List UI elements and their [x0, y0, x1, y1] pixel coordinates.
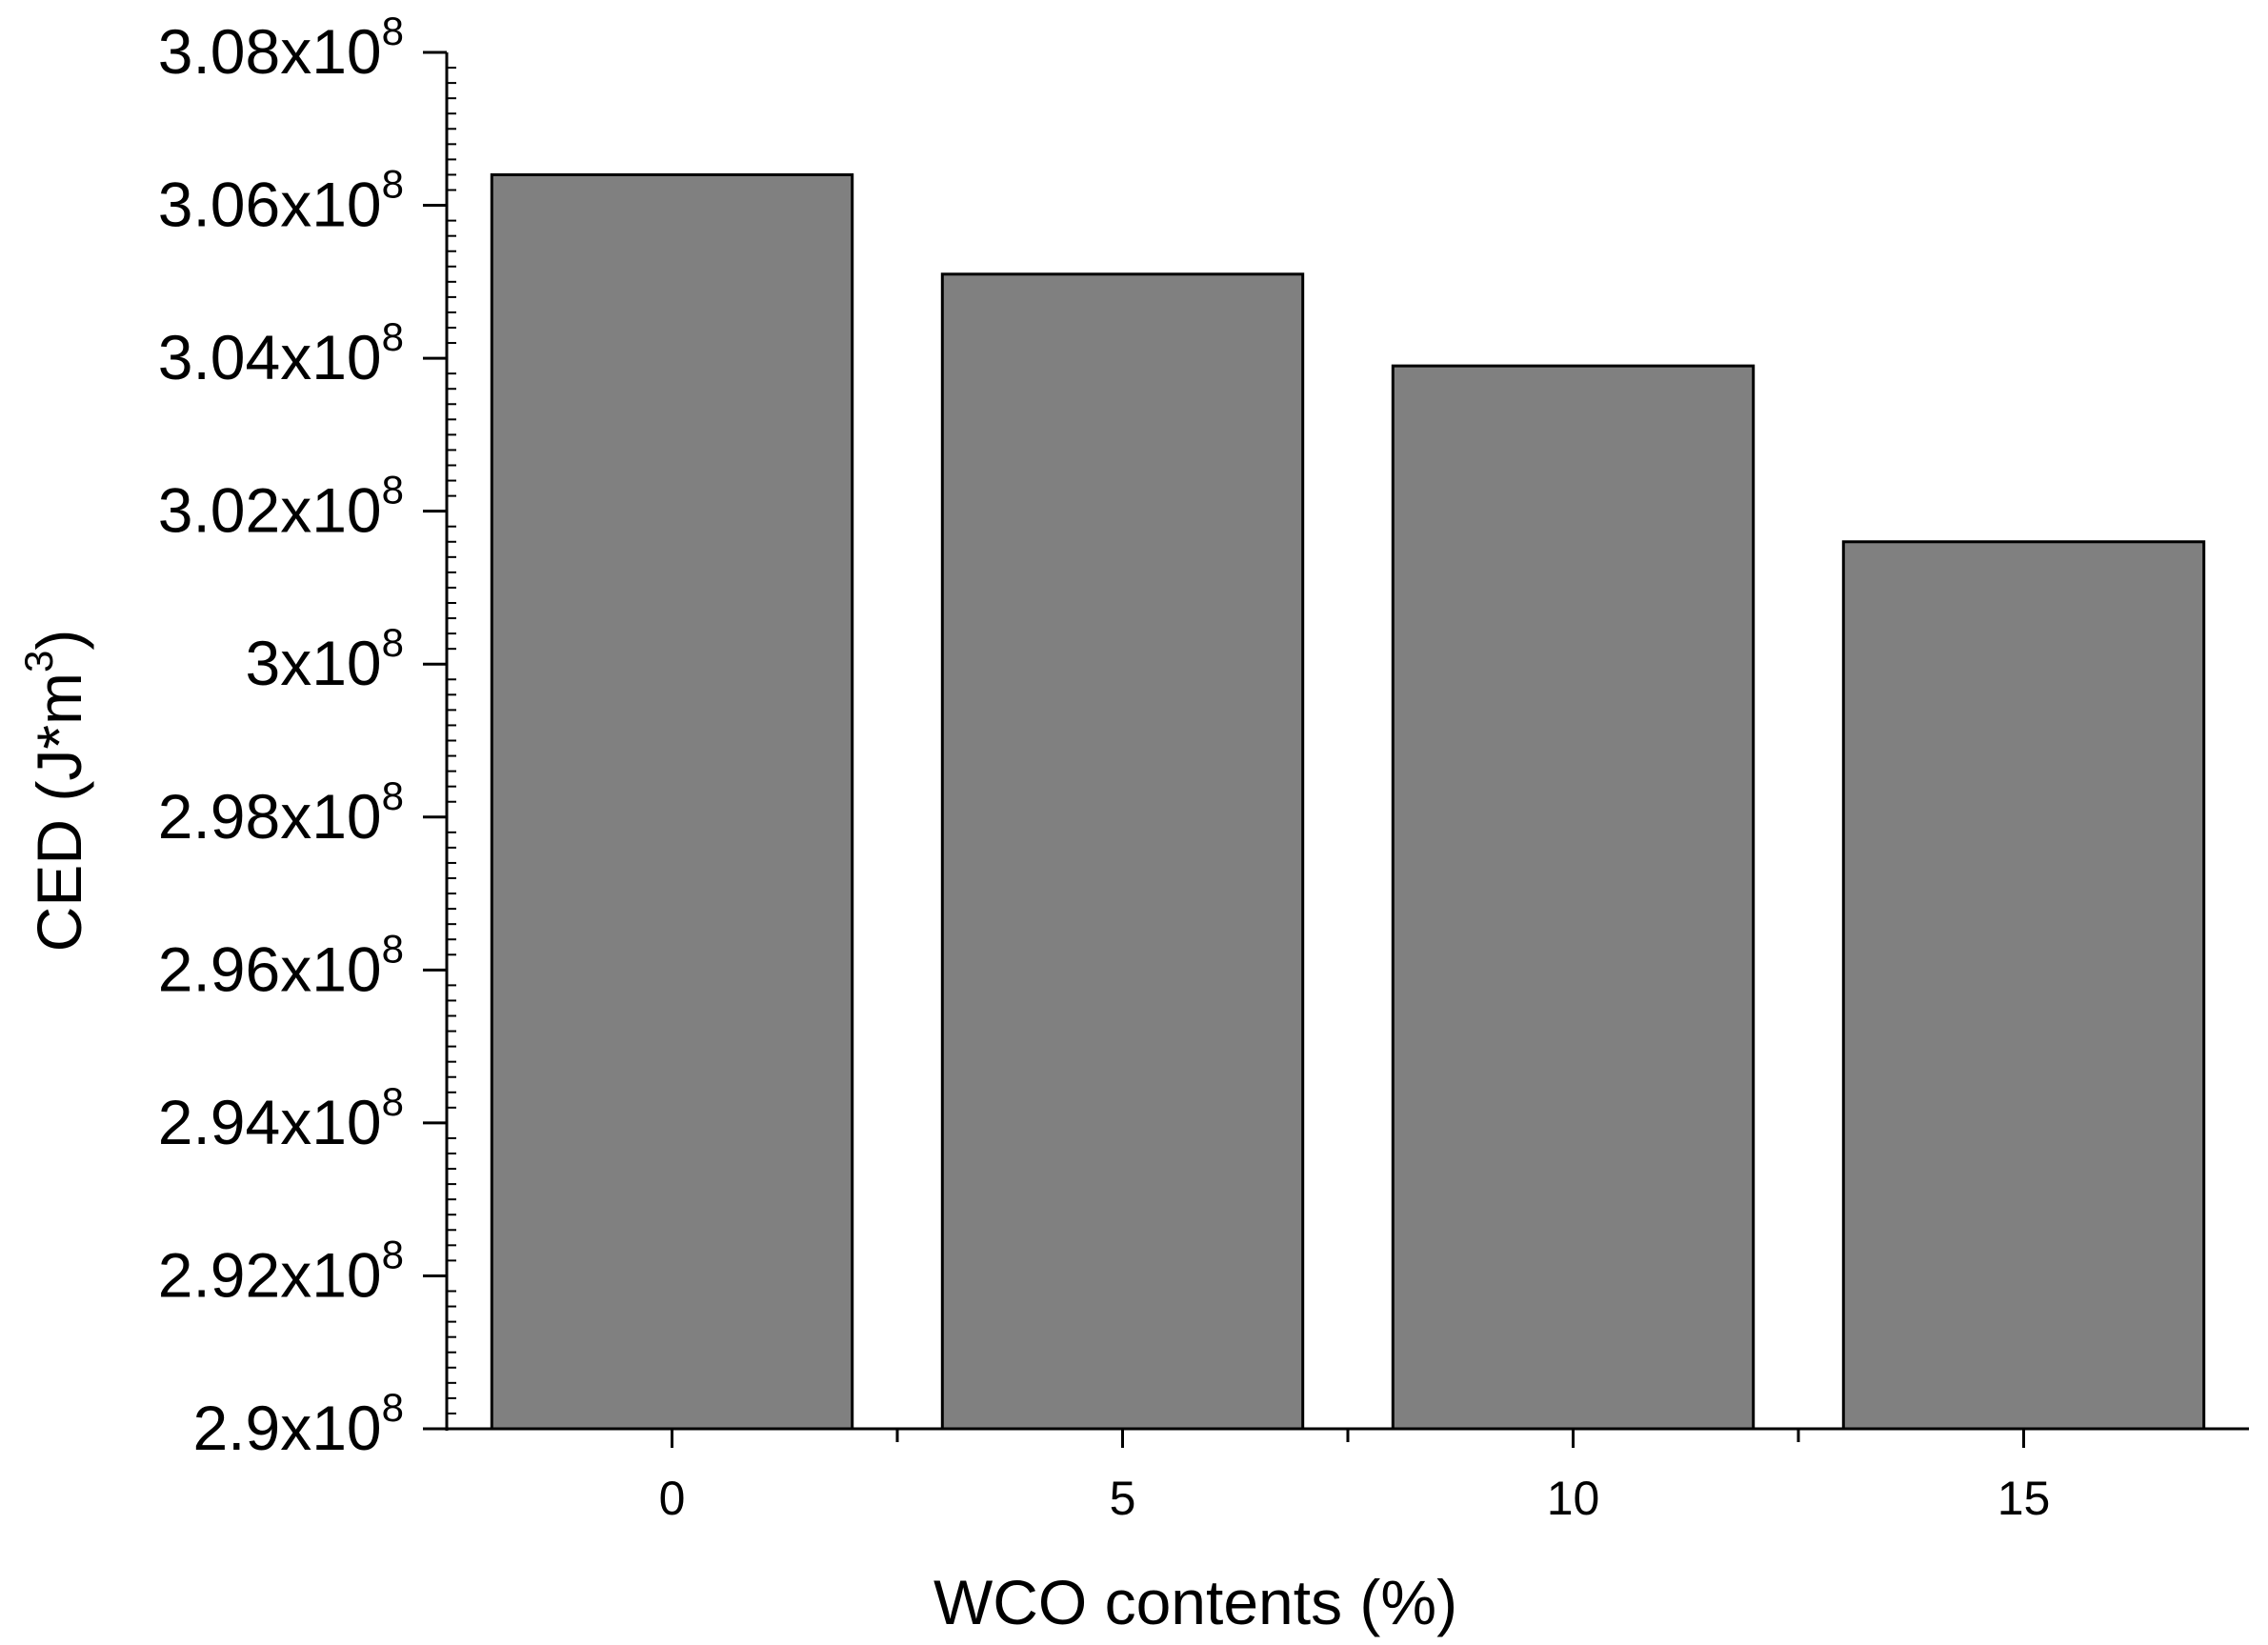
y-tick-label: 3.04x108 — [158, 314, 404, 392]
x-tick-label: 0 — [659, 1472, 686, 1525]
x-tick-label: 10 — [1547, 1472, 1600, 1525]
y-tick-label: 3.02x108 — [158, 468, 404, 546]
y-tick-label: 3x108 — [246, 620, 405, 698]
y-tick-exponent: 8 — [382, 773, 404, 818]
y-tick-exponent: 8 — [382, 1385, 404, 1430]
bar-15 — [1841, 540, 2206, 1431]
y-tick-base: x10 — [280, 475, 381, 546]
y-tick-base: x10 — [280, 1087, 381, 1157]
y-tick-label: 2.94x108 — [158, 1079, 404, 1157]
y-tick-mantissa: 2.94 — [158, 1087, 280, 1157]
y-tick-mantissa: 2.96 — [158, 933, 280, 1004]
bar-10 — [1391, 364, 1756, 1431]
x-tick-label: 5 — [1110, 1472, 1136, 1525]
y-tick-exponent: 8 — [382, 926, 404, 971]
y-tick-base: x10 — [280, 1393, 381, 1463]
y-tick-label: 2.9x108 — [192, 1385, 404, 1463]
y-tick-label: 3.06x108 — [158, 162, 404, 240]
y-tick-exponent: 8 — [382, 468, 404, 512]
x-axis-title: WCO contents (%) — [933, 1567, 1457, 1637]
y-tick-mantissa: 3.04 — [158, 322, 280, 392]
bar-0 — [490, 172, 854, 1431]
y-tick-label: 2.96x108 — [158, 926, 404, 1004]
y-tick-base: x10 — [280, 1239, 381, 1310]
y-tick-base: x10 — [280, 16, 381, 87]
y-tick-base: x10 — [280, 322, 381, 392]
y-tick-label: 2.98x108 — [158, 773, 404, 852]
y-tick-exponent: 8 — [382, 1232, 404, 1276]
y-tick-exponent: 8 — [382, 9, 404, 53]
y-tick-label: 2.92x108 — [158, 1232, 404, 1310]
labels-layer: 2.9x1082.92x1082.94x1082.96x1082.98x1083… — [158, 9, 2051, 1525]
y-tick-mantissa: 2.98 — [158, 781, 280, 852]
y-axis-title: CED (J*m3) — [16, 630, 94, 953]
y-tick-mantissa: 2.92 — [158, 1239, 280, 1310]
y-tick-base: x10 — [280, 781, 381, 852]
y-axis-title-close: ) — [24, 630, 94, 651]
y-tick-exponent: 8 — [382, 314, 404, 359]
y-tick-exponent: 8 — [382, 620, 404, 665]
y-axis-title-main: CED (J*m — [24, 672, 94, 952]
y-tick-mantissa: 2.9 — [192, 1393, 280, 1463]
y-tick-base: x10 — [280, 170, 381, 240]
y-tick-exponent: 8 — [382, 1079, 404, 1124]
y-tick-base: x10 — [280, 933, 381, 1004]
y-tick-mantissa: 3.06 — [158, 170, 280, 240]
axes-layer — [423, 50, 2249, 1448]
y-tick-mantissa: 3.02 — [158, 475, 280, 546]
y-tick-label: 3.08x108 — [158, 9, 404, 87]
y-tick-base: x10 — [280, 628, 381, 698]
y-tick-mantissa: 3 — [246, 628, 281, 698]
bar-5 — [940, 272, 1305, 1431]
bars-layer — [490, 172, 2206, 1431]
y-axis-title-superscript: 3 — [16, 651, 61, 672]
y-tick-exponent: 8 — [382, 162, 404, 207]
y-tick-mantissa: 3.08 — [158, 16, 280, 87]
x-tick-label: 15 — [1997, 1472, 2051, 1525]
